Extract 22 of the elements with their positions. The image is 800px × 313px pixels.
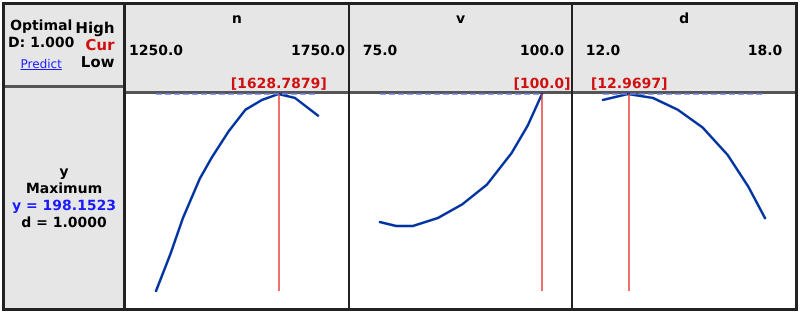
x-axis-title: v: [456, 11, 466, 28]
ref-line-label: [1628.7879]: [230, 76, 327, 92]
x-axis-title: d: [679, 11, 690, 28]
text: y: [59, 164, 69, 181]
text: D: 1.000: [8, 34, 74, 52]
text: Predict: [20, 56, 62, 72]
ref-line-label: [100.0]: [513, 76, 570, 92]
x-tick-label: 12.0: [586, 43, 621, 59]
ref-line-label: [12.9697]: [591, 76, 668, 92]
x-tick-label: 1750.0: [290, 43, 346, 59]
text: Cur: [85, 36, 115, 54]
text: y = 198.1523: [12, 198, 116, 215]
text: Maximum: [26, 181, 102, 198]
x-tick-label: 100.0: [520, 43, 564, 59]
text: Optimal: [10, 18, 72, 34]
text: d = 1.0000: [21, 215, 107, 232]
x-tick-label: 18.0: [748, 43, 783, 59]
text: High: [75, 18, 115, 36]
x-tick-label: 75.0: [362, 43, 398, 59]
text: Low: [80, 52, 115, 70]
x-tick-label: 1250.0: [128, 43, 184, 59]
x-axis-title: n: [232, 11, 242, 28]
